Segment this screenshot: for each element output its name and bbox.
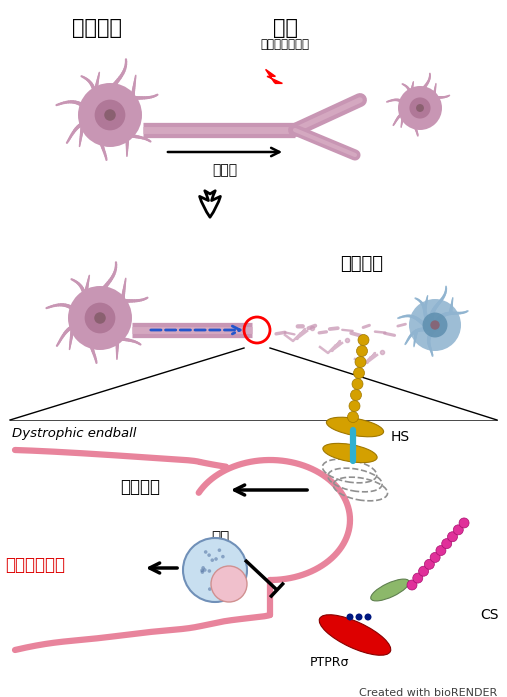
Circle shape bbox=[85, 302, 116, 333]
Circle shape bbox=[221, 555, 225, 558]
Circle shape bbox=[78, 83, 142, 147]
Circle shape bbox=[346, 613, 353, 620]
Text: Dystrophic endball: Dystrophic endball bbox=[12, 427, 136, 440]
Circle shape bbox=[208, 588, 211, 591]
Text: 损伤: 损伤 bbox=[272, 18, 298, 38]
Text: 阻碍轴突再生: 阻碍轴突再生 bbox=[5, 556, 65, 574]
Circle shape bbox=[352, 378, 363, 390]
Circle shape bbox=[207, 569, 211, 573]
Circle shape bbox=[347, 411, 358, 422]
Circle shape bbox=[356, 346, 368, 356]
Circle shape bbox=[422, 312, 448, 337]
Circle shape bbox=[407, 580, 417, 590]
Circle shape bbox=[221, 569, 224, 573]
Ellipse shape bbox=[323, 443, 377, 463]
Polygon shape bbox=[266, 70, 282, 84]
Text: 自噼: 自噼 bbox=[211, 530, 229, 545]
Circle shape bbox=[95, 100, 125, 130]
Ellipse shape bbox=[319, 615, 391, 655]
Circle shape bbox=[211, 566, 247, 602]
Text: HS: HS bbox=[391, 430, 410, 444]
Circle shape bbox=[398, 86, 442, 130]
Circle shape bbox=[430, 553, 440, 562]
Circle shape bbox=[453, 525, 463, 535]
Text: CS: CS bbox=[480, 608, 498, 622]
Circle shape bbox=[419, 566, 428, 576]
Circle shape bbox=[448, 532, 457, 542]
Circle shape bbox=[413, 573, 423, 583]
Circle shape bbox=[436, 546, 446, 556]
Circle shape bbox=[459, 518, 469, 528]
Circle shape bbox=[204, 550, 207, 554]
Text: 神经细胞: 神经细胞 bbox=[72, 18, 122, 38]
Text: 沃勒变性: 沃勒变性 bbox=[340, 255, 383, 273]
Circle shape bbox=[409, 299, 461, 351]
Circle shape bbox=[416, 104, 424, 112]
Circle shape bbox=[355, 356, 366, 367]
Circle shape bbox=[210, 558, 214, 562]
Circle shape bbox=[410, 98, 430, 118]
Circle shape bbox=[213, 587, 217, 590]
Circle shape bbox=[203, 568, 207, 572]
Text: （外伤、缺血）: （外伤、缺血） bbox=[261, 38, 309, 51]
Circle shape bbox=[68, 286, 132, 350]
Circle shape bbox=[424, 559, 434, 569]
Circle shape bbox=[430, 321, 440, 330]
Circle shape bbox=[104, 109, 116, 121]
Circle shape bbox=[353, 367, 365, 378]
Circle shape bbox=[218, 549, 221, 552]
Circle shape bbox=[183, 538, 247, 602]
Circle shape bbox=[358, 335, 369, 346]
Circle shape bbox=[200, 569, 204, 572]
Circle shape bbox=[201, 570, 204, 574]
Circle shape bbox=[350, 390, 361, 401]
Text: Created with bioRENDER: Created with bioRENDER bbox=[359, 688, 497, 697]
Ellipse shape bbox=[327, 418, 384, 437]
Circle shape bbox=[442, 539, 452, 549]
Text: 轴突再生: 轴突再生 bbox=[120, 478, 160, 496]
Circle shape bbox=[349, 401, 360, 411]
Text: 电信号: 电信号 bbox=[212, 163, 238, 177]
Text: PTPRσ: PTPRσ bbox=[310, 657, 349, 670]
Circle shape bbox=[214, 557, 218, 561]
Circle shape bbox=[94, 312, 106, 324]
Ellipse shape bbox=[371, 579, 409, 601]
Circle shape bbox=[207, 553, 211, 557]
Circle shape bbox=[365, 613, 372, 620]
Circle shape bbox=[355, 613, 363, 620]
Circle shape bbox=[201, 566, 205, 569]
